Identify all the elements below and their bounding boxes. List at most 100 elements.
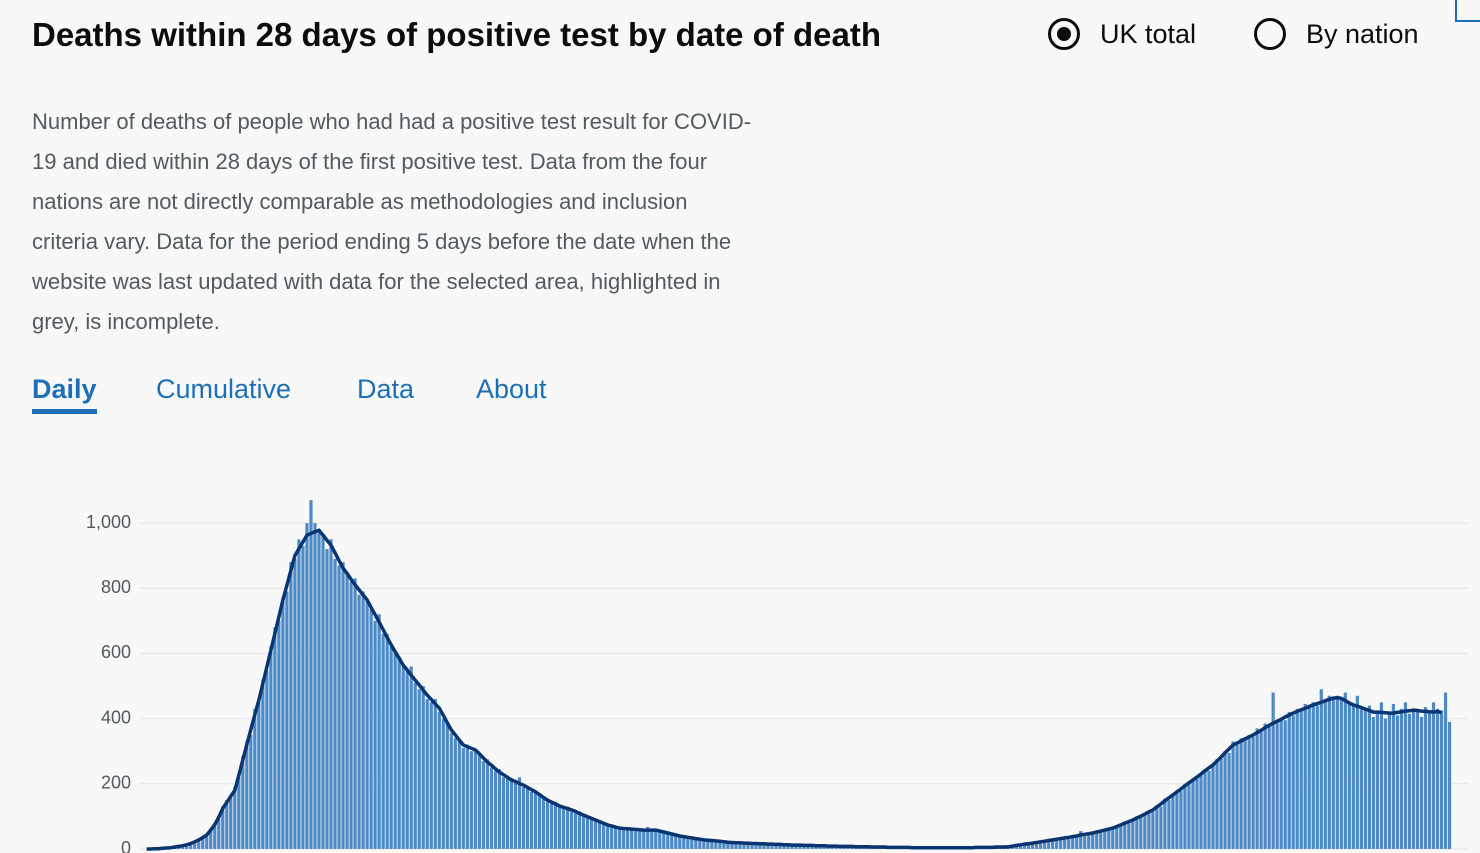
bar xyxy=(1355,695,1359,849)
bar xyxy=(525,788,530,849)
bar xyxy=(1287,712,1291,849)
bar xyxy=(586,818,590,849)
bar xyxy=(221,806,225,849)
bar xyxy=(225,800,229,849)
bar xyxy=(786,844,790,849)
bar xyxy=(345,575,349,849)
bar xyxy=(778,844,782,849)
bar xyxy=(1231,741,1235,849)
bar xyxy=(1171,793,1175,849)
bar xyxy=(309,500,313,849)
radio-by-nation[interactable]: By nation xyxy=(1254,18,1419,50)
bar xyxy=(594,821,598,849)
bar xyxy=(614,827,618,849)
bar xyxy=(1163,798,1167,849)
bar xyxy=(1243,739,1247,849)
bar xyxy=(393,653,397,849)
bar xyxy=(1071,837,1075,849)
bar xyxy=(782,845,786,849)
bar xyxy=(590,817,594,849)
tab[interactable]: About xyxy=(476,374,547,404)
bar xyxy=(1391,703,1396,849)
bar xyxy=(1039,842,1043,849)
bar xyxy=(257,702,261,849)
bar xyxy=(477,754,481,849)
bar xyxy=(1395,715,1400,849)
bar xyxy=(1107,830,1111,849)
bar xyxy=(417,689,421,849)
bar xyxy=(517,777,522,849)
bar xyxy=(437,712,441,849)
bar xyxy=(401,664,405,849)
bar xyxy=(774,844,778,849)
bar xyxy=(1239,738,1243,849)
bar xyxy=(441,718,445,849)
bar xyxy=(317,529,321,849)
bar xyxy=(726,842,730,849)
bar xyxy=(201,838,205,849)
bar xyxy=(622,827,626,849)
bar xyxy=(1139,817,1143,849)
bar xyxy=(1175,790,1179,849)
bar xyxy=(690,838,694,849)
bar xyxy=(1359,707,1363,849)
bar xyxy=(1127,822,1131,849)
corner-icon[interactable] xyxy=(1455,0,1480,22)
bar xyxy=(598,822,602,849)
bar xyxy=(1379,702,1384,849)
bar xyxy=(1047,841,1051,849)
bar xyxy=(1183,783,1187,849)
bar xyxy=(197,839,201,849)
bar xyxy=(473,749,477,849)
bar xyxy=(265,671,269,849)
bar xyxy=(1131,819,1135,849)
bar xyxy=(1135,816,1139,849)
bar xyxy=(557,806,562,849)
radio-label: UK total xyxy=(1100,18,1197,49)
bar xyxy=(205,834,209,849)
bar xyxy=(1219,757,1223,849)
y-tick-label: 0 xyxy=(121,838,131,853)
bar xyxy=(233,787,237,849)
bar xyxy=(485,759,489,849)
bar xyxy=(1279,718,1283,849)
bar xyxy=(381,633,385,849)
bar xyxy=(678,836,682,849)
bar xyxy=(409,666,413,849)
bar xyxy=(1435,708,1440,849)
bar xyxy=(634,828,638,849)
bar xyxy=(1291,715,1295,849)
bar xyxy=(702,840,706,849)
radio-uk-total[interactable]: UK total xyxy=(1048,18,1196,50)
bar xyxy=(1091,833,1095,849)
bar xyxy=(1247,734,1251,849)
bar xyxy=(245,741,249,849)
bar xyxy=(185,845,189,849)
title: Deaths within 28 days of positive test b… xyxy=(32,16,882,53)
bar xyxy=(1411,708,1416,849)
bar xyxy=(305,523,309,849)
bar xyxy=(241,756,245,849)
bar xyxy=(261,679,265,849)
bar xyxy=(237,777,241,849)
tab[interactable]: Cumulative xyxy=(156,374,292,404)
bar xyxy=(1235,744,1239,849)
bar xyxy=(333,558,337,849)
bar xyxy=(217,818,221,849)
bar xyxy=(353,578,357,849)
tab[interactable]: Daily xyxy=(32,374,97,414)
description: Number of deaths of people who had had a… xyxy=(32,109,752,334)
bar xyxy=(1022,844,1027,849)
bar xyxy=(541,798,546,849)
bar xyxy=(377,614,381,849)
bar xyxy=(337,565,341,849)
bar xyxy=(545,801,550,849)
tab[interactable]: Data xyxy=(357,374,415,404)
bar xyxy=(1095,831,1099,849)
bar xyxy=(1035,842,1039,849)
bar xyxy=(602,822,606,849)
bar xyxy=(297,539,301,849)
bar xyxy=(1351,705,1355,849)
bar xyxy=(429,702,433,849)
bar xyxy=(369,607,373,849)
